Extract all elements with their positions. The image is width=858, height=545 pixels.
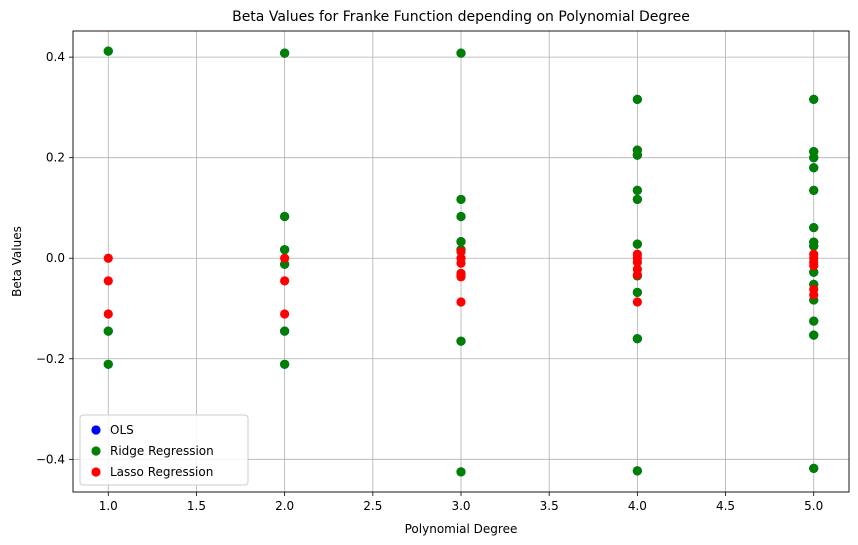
data-point-lasso-regression — [280, 253, 290, 263]
data-point-ridge-regression — [632, 287, 642, 298]
data-point-ridge-regression — [809, 94, 819, 104]
legend: OLS Ridge Regression Lasso Regression — [79, 414, 249, 486]
x-tick-label: 3.5 — [540, 499, 559, 513]
data-point-ridge-regression — [632, 94, 642, 104]
x-axis-label: Polynomial Degree — [405, 522, 518, 536]
data-point-lasso-regression — [103, 276, 113, 286]
data-point-lasso-regression — [632, 297, 642, 307]
data-point-ridge-regression — [809, 185, 819, 195]
y-tick-label: 0.2 — [46, 151, 65, 165]
x-tick-label: 1.0 — [99, 499, 118, 513]
data-point-lasso-regression — [103, 309, 113, 319]
x-tick-label: 2.5 — [363, 499, 382, 513]
data-point-lasso-regression — [103, 253, 113, 263]
data-point-ridge-regression — [632, 194, 642, 205]
data-point-ridge-regression — [809, 163, 819, 173]
legend-box — [79, 414, 249, 486]
data-point-ridge-regression — [456, 467, 466, 477]
series-points — [103, 46, 819, 477]
data-point-ridge-regression — [280, 326, 290, 336]
data-point-ridge-regression — [632, 466, 642, 476]
data-point-ridge-regression — [809, 222, 819, 233]
data-point-lasso-regression — [632, 257, 642, 267]
x-tick-label: 1.5 — [187, 499, 206, 513]
data-point-ridge-regression — [280, 48, 290, 58]
y-tick-label: 0.0 — [46, 251, 65, 265]
x-tick-label: 5.0 — [804, 499, 823, 513]
x-tick-label: 3.0 — [451, 499, 470, 513]
data-point-ridge-regression — [632, 239, 642, 249]
y-tick-label: −0.4 — [36, 452, 65, 466]
legend-marker — [91, 446, 101, 456]
data-point-ridge-regression — [103, 326, 113, 336]
data-point-ridge-regression — [456, 194, 466, 205]
data-point-ridge-regression — [632, 334, 642, 344]
series-ridge-regression — [103, 46, 819, 477]
data-point-lasso-regression — [280, 276, 290, 286]
legend-label: Lasso Regression — [110, 465, 213, 479]
data-point-ridge-regression — [280, 211, 290, 222]
data-point-ridge-regression — [632, 150, 642, 160]
x-tick-label: 4.0 — [628, 499, 647, 513]
data-point-ridge-regression — [456, 48, 466, 58]
data-point-ridge-regression — [456, 336, 466, 346]
chart-title: Beta Values for Franke Function dependin… — [232, 9, 690, 25]
data-point-ridge-regression — [809, 267, 819, 277]
data-point-lasso-regression — [632, 270, 642, 280]
legend-marker — [91, 467, 101, 477]
legend-marker — [91, 425, 101, 435]
legend-label: Ridge Regression — [110, 444, 214, 458]
x-tick-label: 2.0 — [275, 499, 294, 513]
data-point-ridge-regression — [103, 359, 113, 369]
data-point-lasso-regression — [280, 309, 290, 319]
data-point-ridge-regression — [632, 185, 642, 195]
axis-ticks: 1.0 1.5 2.0 2.5 3.0 3.5 4.0 4.5 5.0 −0.4 −0.2 0.0 0.… — [36, 50, 823, 513]
data-point-ridge-regression — [809, 153, 819, 163]
data-point-ridge-regression — [809, 330, 819, 340]
data-point-ridge-regression — [456, 211, 466, 222]
y-tick-label: 0.4 — [46, 50, 65, 64]
data-point-ridge-regression — [456, 237, 466, 247]
data-point-ridge-regression — [809, 241, 819, 251]
data-point-ridge-regression — [280, 359, 290, 369]
data-point-lasso-regression — [456, 258, 466, 268]
data-point-ridge-regression — [809, 316, 819, 326]
data-point-ridge-regression — [103, 46, 113, 56]
data-point-ridge-regression — [280, 245, 290, 255]
data-point-lasso-regression — [456, 247, 466, 257]
y-tick-label: −0.2 — [36, 352, 65, 366]
data-point-ridge-regression — [809, 463, 819, 473]
data-point-lasso-regression — [809, 290, 819, 300]
series-lasso-regression — [103, 247, 819, 319]
data-point-lasso-regression — [809, 261, 819, 271]
x-tick-label: 4.5 — [716, 499, 735, 513]
legend-label: OLS — [110, 423, 134, 437]
data-point-lasso-regression — [456, 297, 466, 307]
y-axis-label: Beta Values — [10, 226, 24, 297]
data-point-lasso-regression — [456, 272, 466, 282]
